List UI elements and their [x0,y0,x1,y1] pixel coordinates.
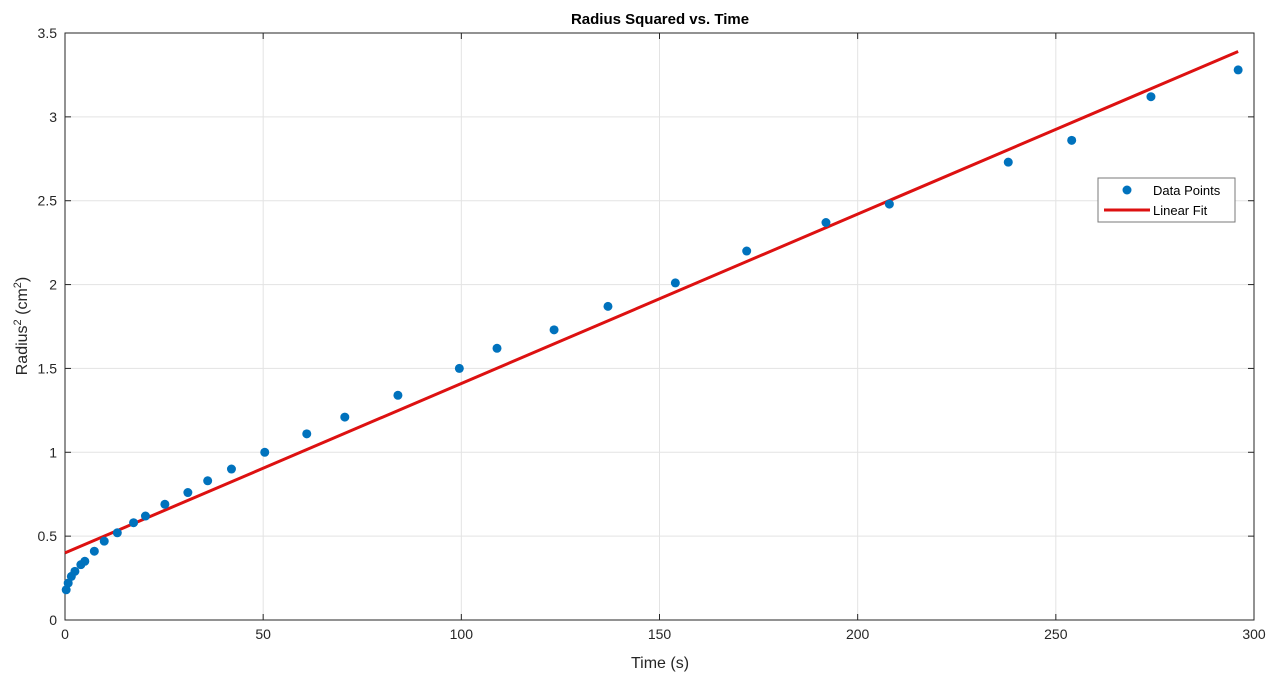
x-tick-label: 0 [61,626,69,642]
y-tick-label: 3 [49,109,57,125]
y-axis-label-unit-sup: 2 [12,282,24,288]
y-tick-label: 1 [49,444,57,460]
y-tick-label: 2 [49,277,57,293]
data-point [140,511,150,521]
grid-lines [65,33,1254,620]
chart-title: Radius Squared vs. Time [571,11,749,28]
data-point [226,464,236,474]
x-tick-labels: 0 50 100 150 200 250 300 [61,626,1266,642]
y-tick-label: 0.5 [38,528,58,544]
data-point [454,363,464,373]
data-point [1146,92,1156,102]
data-point [492,343,502,353]
data-point [1003,157,1013,167]
data-point [821,218,831,228]
data-point [203,476,213,486]
data-point [63,578,73,588]
data-point [99,536,109,546]
legend: Data Points Linear Fit [1097,177,1236,223]
x-tick-label: 250 [1044,626,1068,642]
data-point [129,518,139,528]
y-axis-label-unit-post: ) [14,277,31,282]
data-point [603,301,613,311]
y-tick-label: 1.5 [38,360,58,376]
legend-box [1097,177,1236,223]
x-tick-label: 200 [846,626,870,642]
data-point [80,556,90,566]
x-tick-label: 50 [255,626,271,642]
axes [64,32,1255,621]
data-point [112,528,122,538]
data-point [742,246,752,256]
legend-label-data-points: Data Points [1153,183,1221,198]
legend-label-linear-fit: Linear Fit [1153,203,1208,218]
data-point [549,325,559,335]
data-point [70,566,80,576]
x-tick-label: 150 [648,626,672,642]
data-point [160,499,170,509]
data-point [884,199,894,209]
y-axis-label-sup: 2 [12,319,24,325]
data-point [183,488,193,498]
data-point [393,390,403,400]
y-axis-label: Radius2 (cm2) [12,277,31,376]
legend-marker-data-points [1122,185,1132,195]
data-point [302,429,312,439]
data-point [260,447,270,457]
y-tick-label: 2.5 [38,193,58,209]
data-point [1067,135,1077,145]
data-point [340,412,350,422]
y-axis-label-unit-pre: (cm [14,288,31,319]
data-point [1233,65,1243,75]
x-tick-label: 100 [450,626,474,642]
linear-fit-line [64,50,1239,555]
data-point [89,546,99,556]
x-axis-label: Time (s) [631,655,689,672]
y-tick-label: 3.5 [38,25,58,41]
x-tick-label: 300 [1242,626,1266,642]
series [61,50,1243,595]
y-tick-label: 0 [49,612,57,628]
y-tick-labels: 0 0.5 1 1.5 2 2.5 3 3.5 [38,25,58,628]
data-point [670,278,680,288]
y-axis-label-base: Radius [14,325,31,375]
